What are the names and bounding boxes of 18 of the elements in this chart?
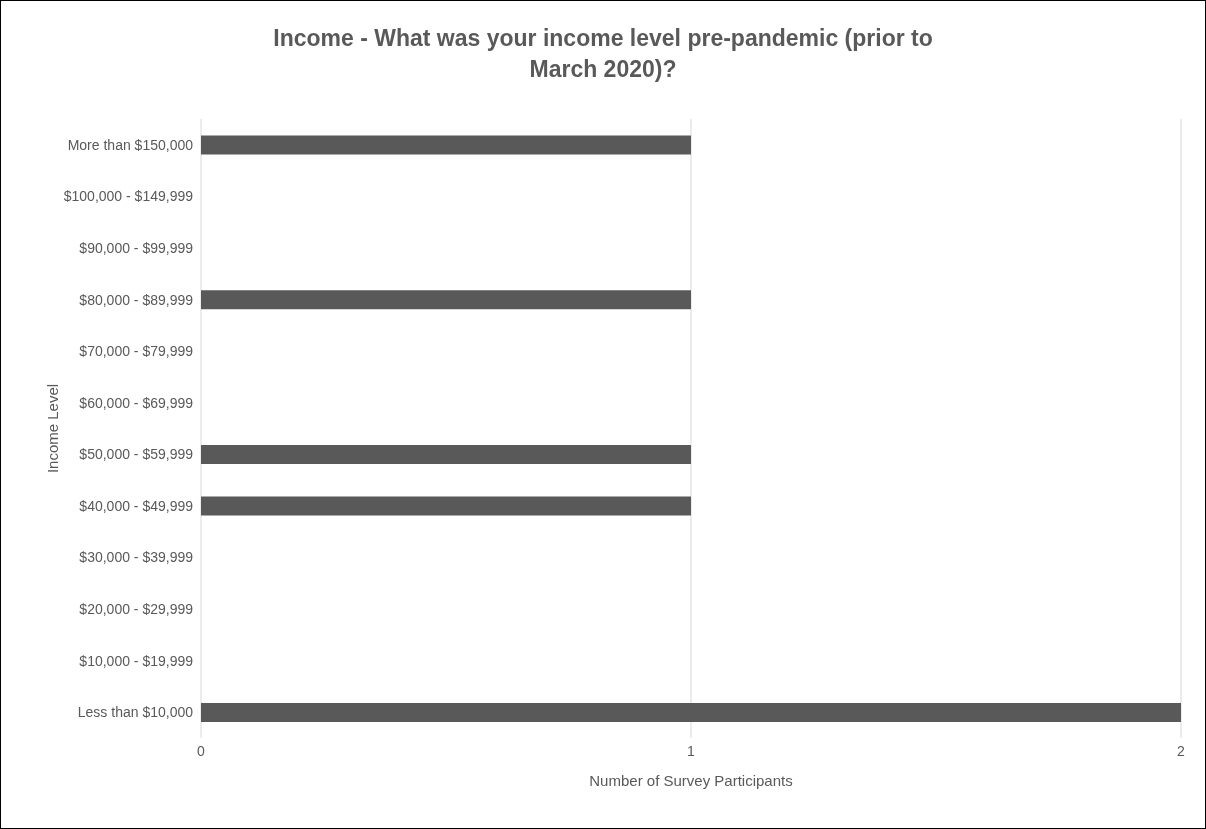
- y-tick-label: $60,000 - $69,999: [79, 394, 194, 411]
- x-tick-label: 2: [1177, 742, 1186, 759]
- chart-title: Income - What was your income level pre-pandemic (prior to March 2020)?: [272, 24, 934, 84]
- x-tick-label: 1: [687, 742, 696, 759]
- x-axis-title: Number of Survey Participants: [589, 772, 793, 789]
- y-tick-label: $90,000 - $99,999: [79, 239, 194, 256]
- y-tick-label: $30,000 - $39,999: [79, 549, 194, 566]
- y-tick-label: $10,000 - $19,999: [79, 652, 194, 669]
- y-tick-label: $20,000 - $29,999: [79, 601, 194, 618]
- y-tick-label: $100,000 - $149,999: [63, 188, 194, 205]
- y-tick-label: Less than $10,000: [77, 704, 194, 721]
- y-tick-label: $50,000 - $59,999: [79, 446, 194, 463]
- y-tick-label: $80,000 - $89,999: [79, 291, 194, 308]
- y-tick-label: $70,000 - $79,999: [79, 343, 194, 360]
- y-tick-label: $40,000 - $49,999: [79, 497, 194, 514]
- y-tick-label: More than $150,000: [67, 136, 194, 153]
- y-axis-title: Income Level: [44, 383, 62, 474]
- x-tick-label: 0: [197, 742, 206, 759]
